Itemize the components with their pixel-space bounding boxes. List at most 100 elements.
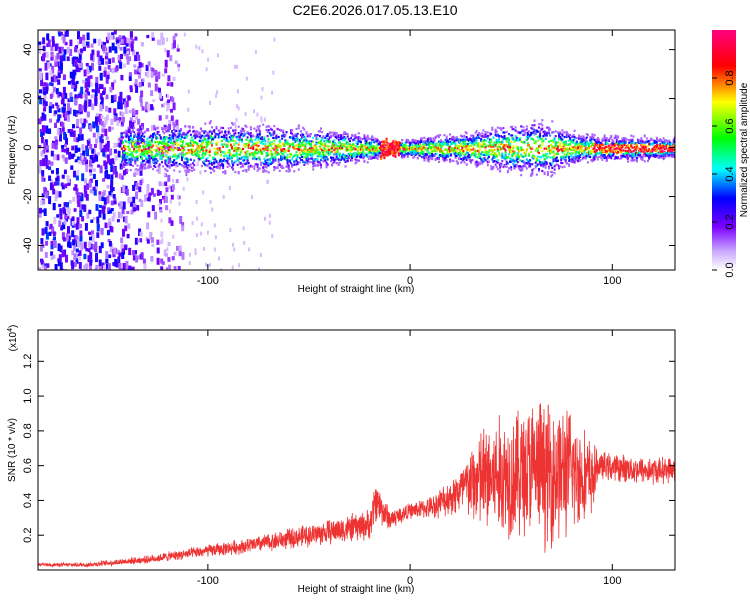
spectrogram-cell (161, 146, 163, 149)
spectrogram-cell (523, 161, 526, 164)
spectrogram-cell (530, 173, 533, 176)
spectrogram-cell (578, 151, 580, 154)
spectrogram-cell (191, 152, 193, 156)
spectrogram-cell (86, 66, 90, 75)
spectrogram-cell (394, 142, 397, 145)
spectrogram-cell (423, 157, 426, 160)
spectrogram-cell (314, 134, 317, 137)
spectrogram-cell (306, 156, 309, 159)
spectrogram-cell (282, 148, 285, 151)
spectrogram-cell (311, 147, 314, 150)
spectrogram-cell (463, 145, 466, 148)
spectrogram-cell (218, 131, 221, 135)
spectrogram-cell (195, 142, 198, 145)
spectrogram-cell (229, 134, 232, 137)
spectrogram-cell (67, 235, 71, 241)
spectrogram-cell (532, 168, 535, 171)
spectrogram-cell (206, 144, 209, 147)
spectrogram-cell (361, 148, 364, 151)
spectrogram-cell (243, 241, 246, 245)
spectrogram-cell (499, 166, 502, 169)
spectrogram-cell (207, 151, 210, 154)
spectrogram-cell (391, 150, 394, 153)
spectrogram-cell (409, 146, 411, 149)
spectrogram-cell (72, 196, 76, 202)
spectrogram-cell (161, 238, 164, 243)
spectrogram-cell (202, 149, 205, 152)
spectrogram-cell (341, 148, 344, 151)
spectrogram-cell (276, 127, 279, 131)
spectrogram-cell (174, 146, 177, 150)
spectrogram-cell (173, 163, 176, 166)
spectrogram-cell (217, 133, 220, 137)
spectrogram-cell (158, 148, 161, 151)
spectrogram-cell (401, 156, 404, 159)
spectrogram-cell (108, 58, 112, 64)
spectrogram-cell (252, 143, 255, 146)
spectrogram-cell (91, 62, 94, 71)
spectrogram-cell (331, 150, 334, 153)
spectrogram-cell (172, 102, 176, 111)
spectrogram-cell (103, 42, 106, 46)
spectrogram-cell (548, 165, 550, 168)
spectrogram-cell (215, 127, 218, 130)
spectrogram-cell (367, 149, 370, 152)
spectrogram-cell (385, 150, 388, 154)
spectrogram-cell (573, 158, 576, 161)
spectrogram-cell (174, 137, 178, 142)
spectrogram-cell (445, 154, 448, 157)
spectrogram-cell (490, 149, 493, 152)
spectrogram-cell (131, 266, 135, 270)
spectrogram-cell (144, 130, 147, 133)
spectrogram-cell (202, 139, 205, 142)
spectrogram-cell (113, 30, 117, 35)
spectrogram-cell (536, 147, 539, 150)
spectrogram-cell (128, 158, 131, 161)
spectrogram-cell (288, 155, 291, 159)
spectrogram-cell (143, 263, 147, 270)
spectrogram-cell (558, 137, 560, 140)
spectrogram-cell (393, 148, 396, 151)
spectrogram-cell (404, 146, 407, 149)
spectrogram-cell (365, 152, 368, 155)
spectrogram-cell (535, 159, 538, 162)
spectrogram-cell (55, 168, 59, 175)
spectrogram-cell (430, 152, 433, 155)
spectrogram-cell (216, 148, 219, 152)
spectrogram-cell (38, 41, 42, 45)
spectrogram-cell (465, 136, 468, 139)
spectrogram-cell (312, 168, 315, 171)
spectrogram-cell (569, 159, 572, 162)
spectrogram-cell (77, 133, 81, 141)
spectrogram-cell (82, 150, 86, 158)
spectrogram-cell (431, 153, 434, 156)
spectrogram-cell (161, 161, 163, 164)
spectrogram-cell (556, 159, 559, 162)
spectrogram-cell (258, 167, 261, 170)
spectrogram-cell (443, 156, 446, 160)
spectrogram-cell (285, 165, 288, 168)
spectrogram-cell (534, 141, 537, 144)
spectrogram-cell (189, 133, 192, 136)
spectrogram-cell (193, 141, 196, 144)
spectrogram-cell (534, 166, 537, 169)
spectrogram-cell (516, 131, 519, 134)
spectrogram-cell (312, 159, 315, 162)
spectrogram-cell (179, 140, 182, 143)
spectrogram-cell (45, 129, 49, 134)
spectrogram-cell (201, 143, 203, 146)
spectrogram-cell (308, 160, 311, 164)
spectrogram-cell (412, 149, 415, 152)
spectrogram-cell (544, 160, 547, 163)
spectrogram-cell (61, 154, 65, 159)
spectrogram-cell (95, 76, 99, 84)
spectrogram-cell (510, 166, 513, 169)
spectrogram-cell (496, 146, 499, 149)
spectrogram-cell (42, 37, 46, 45)
spectrogram-cell (542, 139, 545, 143)
spectrogram-cell (526, 159, 529, 163)
spectrogram-cell (571, 141, 574, 144)
spectrogram-cell (128, 153, 131, 156)
spectrogram-cell (492, 156, 495, 159)
spectrogram-cell (331, 157, 334, 160)
